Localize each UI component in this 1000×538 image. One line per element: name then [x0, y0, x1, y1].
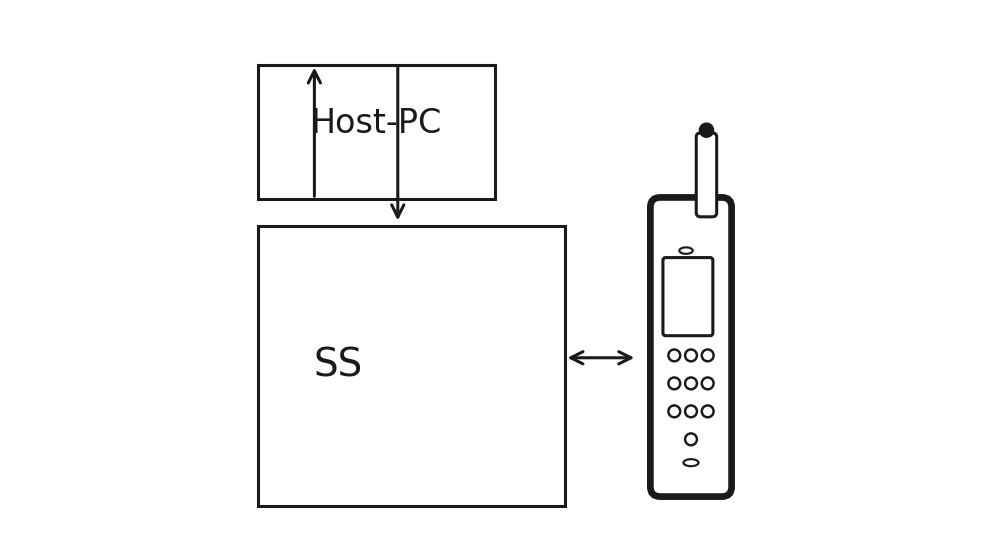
Circle shape — [699, 123, 713, 137]
Circle shape — [702, 406, 714, 417]
Ellipse shape — [679, 247, 693, 254]
Circle shape — [685, 434, 697, 445]
Bar — [258, 65, 495, 199]
Text: Host-PC: Host-PC — [311, 107, 442, 140]
Ellipse shape — [683, 459, 699, 466]
FancyBboxPatch shape — [663, 258, 713, 336]
Circle shape — [668, 350, 680, 362]
Circle shape — [685, 350, 697, 362]
Circle shape — [685, 378, 697, 390]
Circle shape — [668, 406, 680, 417]
Circle shape — [702, 378, 714, 390]
Circle shape — [668, 378, 680, 390]
FancyBboxPatch shape — [650, 197, 732, 497]
Text: SS: SS — [314, 347, 363, 385]
FancyBboxPatch shape — [696, 133, 717, 217]
Circle shape — [685, 406, 697, 417]
Bar — [258, 226, 565, 506]
Circle shape — [702, 350, 714, 362]
